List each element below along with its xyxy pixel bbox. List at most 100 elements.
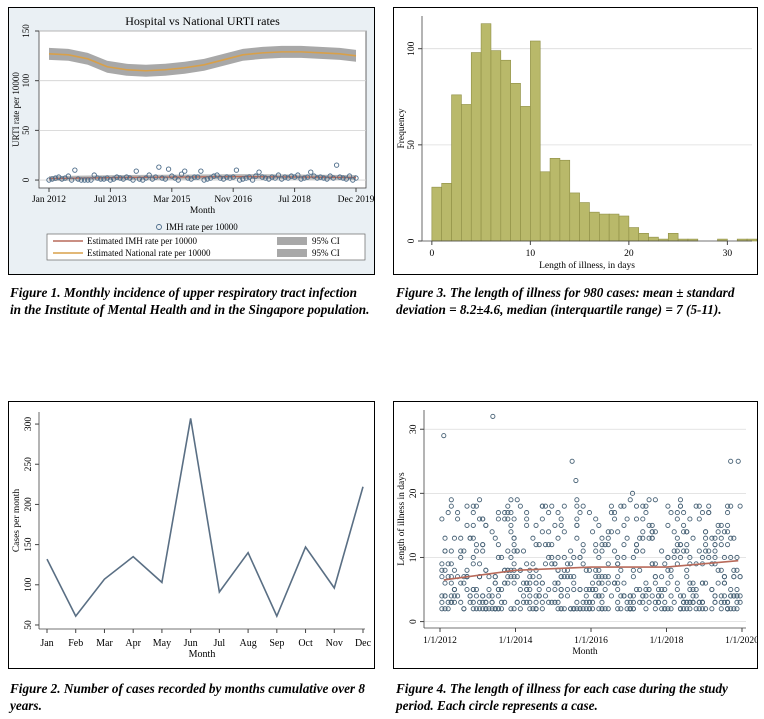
figure-4-case-point	[699, 554, 705, 561]
figure-4-case-point	[517, 503, 523, 509]
figure-4-case-point	[455, 510, 461, 516]
figure-4-case-point	[473, 548, 479, 554]
figure-4-case-point	[568, 606, 574, 612]
figure-4-case-point	[640, 599, 646, 605]
figure-4-case-point	[674, 510, 680, 516]
figure-4-case-point	[458, 548, 464, 554]
figure-4-case-point	[489, 599, 495, 605]
figure-4-case-point	[508, 606, 514, 612]
figure-1-x-tick-label: Nov 2016	[214, 195, 252, 205]
figure-4-case-point	[527, 593, 533, 599]
figure-1-caption: Figure 1. Monthly incidence of upper res…	[10, 285, 370, 317]
figure-2-x-tick-label: Jan	[40, 638, 53, 649]
figure-4-case-point	[659, 586, 665, 593]
figure-4-case-point	[511, 606, 517, 612]
figure-4-case-point	[602, 574, 608, 580]
figure-4-case-point	[568, 548, 574, 554]
figure-3-histogram-bar	[608, 213, 620, 242]
figure-4-case-point	[593, 586, 599, 593]
figure-4-case-point	[712, 599, 718, 605]
figure-4-case-point	[508, 497, 514, 503]
figure-4-case-point	[492, 535, 498, 541]
figure-4-caption: Figure 4. The length of illness for each…	[396, 681, 728, 713]
figure-4-case-point	[684, 529, 690, 535]
figure-4-case-point	[681, 510, 687, 516]
figure-4-case-point	[586, 567, 592, 573]
figure-4-case-point	[470, 522, 476, 528]
figure-4-case-point	[533, 522, 539, 528]
figure-1-imh-rate-point	[75, 176, 81, 182]
figure-4-case-point	[448, 548, 454, 554]
figure-1-imh-rate-point	[162, 176, 168, 182]
figure-1-imh-rate-point	[275, 172, 282, 178]
figure-4-case-point	[536, 593, 542, 599]
figure-4-case-point	[630, 606, 636, 612]
figure-4-case-point	[630, 593, 636, 599]
figure-4-case-point	[728, 554, 734, 561]
figure-4-case-point	[555, 535, 561, 541]
figure-4-case-point	[687, 516, 693, 522]
figure-4-case-point	[539, 606, 545, 612]
figure-4-case-point	[508, 554, 514, 561]
figure-2-cases-line	[46, 418, 364, 619]
figure-4-case-point	[599, 580, 605, 586]
figure-1-legend-label-imh: IMH rate per 10000	[166, 222, 238, 232]
figure-1-imh-rate-point	[246, 174, 253, 180]
figure-4-case-point	[734, 599, 740, 605]
figure-4-case-point	[615, 580, 621, 586]
figure-2-x-axis-label: Month	[189, 649, 216, 660]
figure-4-case-point	[439, 574, 445, 580]
figure-4-case-point	[615, 606, 621, 612]
figure-4-case-point	[699, 510, 705, 516]
figure-4-case-point	[477, 561, 483, 567]
figure-4-case-point	[555, 606, 561, 612]
figure-4-case-point	[709, 606, 715, 612]
figure-4-case-point	[633, 542, 640, 548]
figure-4-case-point	[508, 522, 514, 528]
figure-1-imh-rate-point	[224, 174, 230, 180]
figure-4-case-point	[571, 586, 577, 593]
figure-4-case-point	[533, 542, 539, 548]
figure-1-y-tick-label: 0	[21, 177, 31, 182]
figure-4-case-point	[608, 510, 614, 516]
figure-4-case-point	[577, 586, 583, 593]
figure-4-case-point	[442, 548, 448, 554]
figure-4-case-point	[737, 599, 743, 605]
figure-4-case-point	[615, 529, 621, 535]
figure-4-case-point	[615, 586, 621, 593]
figure-4-case-point	[674, 535, 680, 541]
figure-1-imh-rate-point	[259, 174, 265, 180]
figure-4-case-point	[674, 586, 680, 593]
figure-3-histogram-bar	[441, 183, 452, 242]
figure-4-case-point	[608, 593, 614, 599]
figure-4-case-point	[473, 586, 479, 593]
figure-4-case-point	[602, 542, 608, 548]
figure-4-case-point	[718, 593, 724, 599]
figure-4-case-point	[514, 497, 520, 503]
figure-4-case-point	[539, 580, 545, 586]
figure-4-case-point	[492, 580, 498, 586]
figure-4-case-point	[483, 599, 489, 605]
figure-4-case-point	[728, 458, 734, 464]
figure-4-case-point	[687, 586, 693, 593]
figure-4-case-point	[665, 580, 671, 586]
figure-4-case-point	[505, 516, 511, 522]
figure-4-case-point	[568, 561, 574, 567]
figure-4-case-point	[583, 599, 589, 605]
figure-4-case-point	[703, 535, 709, 541]
figure-4-case-point	[527, 586, 533, 593]
figure-4-case-point	[439, 561, 445, 567]
figure-4-panel: 0 10 20 30 Length of illness in days 1/1/2012…	[393, 401, 758, 669]
figure-4-case-point	[627, 606, 633, 612]
figure-4-case-point	[712, 535, 718, 541]
figure-4-case-point	[568, 574, 574, 580]
figure-4-case-point	[542, 561, 549, 567]
figure-2-y-tick-label: 50	[24, 620, 34, 630]
figure-1-imh-rate-point	[333, 162, 340, 168]
figure-1-imh-rate-point	[49, 176, 55, 182]
figure-4-case-point	[530, 606, 536, 612]
figure-4-case-point	[611, 580, 618, 586]
figure-4-case-point	[573, 477, 579, 484]
figure-1-imh-rate-point	[52, 175, 59, 181]
figure-1-x-axis-label: Month	[190, 206, 216, 216]
